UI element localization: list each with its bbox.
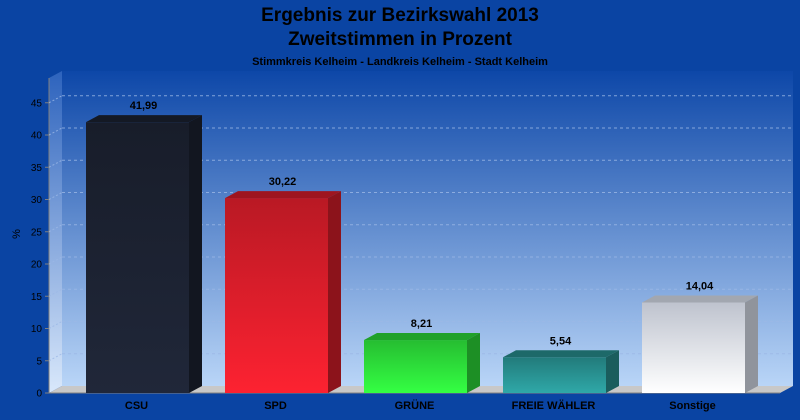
bar-grüne (364, 333, 480, 393)
bar-side (606, 350, 619, 393)
chart-title-2: Zweitstimmen in Prozent (288, 29, 512, 50)
bar-top (225, 191, 341, 199)
grid-line-side (48, 256, 63, 265)
category-label: FREIE WÄHLER (512, 399, 596, 412)
y-tick-label: 25 (31, 227, 43, 238)
bar-top (503, 350, 619, 358)
bar-top (642, 295, 758, 303)
y-tick-labels: 0 5 10 15 20 25 30 35 40 45 (31, 98, 43, 399)
bar-top (86, 115, 202, 123)
grid-line-side (48, 353, 63, 362)
y-tick-label: 5 (36, 356, 42, 367)
plot-side-wall (49, 71, 62, 393)
value-label: 30,22 (269, 176, 297, 188)
bar-top (364, 333, 480, 341)
value-label: 8,21 (411, 318, 432, 330)
y-tick-label: 45 (31, 98, 43, 109)
y-tick-label: 35 (31, 163, 43, 174)
y-tick-label: 0 (36, 389, 42, 400)
bar-sonstige (642, 295, 758, 393)
y-tick-label: 30 (31, 195, 43, 206)
y-tick-label: 40 (31, 131, 43, 142)
y-tick-label: 15 (31, 292, 43, 303)
grid-line-side (48, 288, 63, 297)
category-label: SPD (264, 400, 287, 412)
value-label: 14,04 (686, 280, 714, 292)
grid-line-side (48, 321, 63, 329)
grid-line-side (48, 192, 63, 200)
bar-front (642, 302, 745, 393)
bar-side (189, 115, 202, 394)
bar-front (364, 340, 467, 393)
bar-front (503, 357, 606, 393)
value-label: 5,54 (550, 335, 572, 347)
grid-line-side (48, 159, 63, 168)
category-label: Sonstige (669, 400, 715, 412)
y-tick-label: 10 (31, 324, 43, 335)
bar-side (745, 295, 758, 393)
bar-freie-wähler (503, 350, 619, 393)
y-axis-label: % (11, 229, 23, 239)
grid-line-side (48, 127, 63, 136)
bar-front (86, 122, 189, 394)
bar-csu (86, 115, 202, 394)
chart-title: Ergebnis zur Bezirkswahl 2013 (261, 5, 539, 26)
bars (86, 115, 758, 394)
value-labels: 41,99 30,22 8,21 5,54 14,04 (130, 100, 714, 347)
category-label: CSU (125, 400, 148, 412)
bar-side (467, 333, 480, 393)
category-labels: CSU SPD GRÜNE FREIE WÄHLER Sonstige (125, 399, 716, 412)
bar-front (225, 198, 328, 393)
chart-subtitle: Stimmkreis Kelheim - Landkreis Kelheim -… (252, 56, 548, 68)
category-label: GRÜNE (395, 399, 435, 412)
bar-side (328, 191, 341, 393)
y-tick-label: 20 (31, 260, 43, 271)
grid-line-side (48, 224, 63, 233)
bar-spd (225, 191, 341, 393)
value-label: 41,99 (130, 100, 158, 112)
grid-line-side (48, 95, 63, 104)
